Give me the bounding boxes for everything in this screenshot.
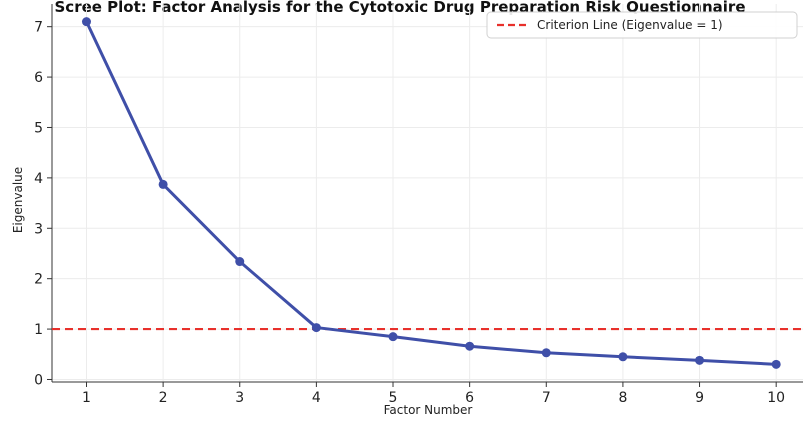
- data-point: [81, 17, 91, 27]
- x-tick-label: 5: [389, 390, 398, 406]
- legend-label-criterion: Criterion Line (Eigenvalue = 1): [537, 18, 723, 32]
- x-tick-label: 8: [618, 390, 627, 406]
- data-point: [311, 323, 321, 333]
- x-tick-label: 7: [542, 390, 551, 406]
- data-point: [618, 352, 628, 362]
- legend-box: [486, 11, 798, 39]
- data-point: [771, 359, 781, 369]
- data-point: [388, 332, 398, 342]
- y-tick-label: 5: [34, 120, 43, 136]
- series-layer: [52, 17, 803, 369]
- y-tick-label: 0: [34, 372, 43, 388]
- y-tick-label: 1: [34, 322, 43, 338]
- y-tick-label: 3: [34, 221, 43, 237]
- legend: Criterion Line (Eigenvalue = 1): [486, 11, 798, 39]
- y-tick-label: 7: [34, 20, 43, 36]
- x-tick-label: 3: [235, 390, 244, 406]
- y-axis-label: Eigenvalue: [11, 167, 25, 233]
- x-tick-label: 1: [82, 390, 91, 406]
- x-axis-label: Factor Number: [384, 403, 473, 417]
- data-point: [465, 341, 475, 351]
- y-tick-label: 2: [34, 272, 43, 288]
- data-point: [541, 348, 551, 358]
- data-point: [695, 355, 705, 365]
- y-tick-label: 6: [34, 70, 43, 86]
- axes-layer: 1 2 3 4 5 6 7 8 9 10 0 1 2 3 4 5 6 7: [34, 4, 803, 406]
- x-tick-label: 10: [767, 390, 785, 406]
- x-tick-label: 4: [312, 390, 321, 406]
- data-point: [158, 179, 168, 189]
- data-point: [235, 257, 245, 267]
- x-tick-label: 6: [465, 390, 474, 406]
- eigenvalue-series-line: [85, 21, 777, 366]
- x-tick-label: 9: [695, 390, 704, 406]
- x-tick-label: 2: [159, 390, 168, 406]
- y-tick-label: 4: [34, 171, 43, 187]
